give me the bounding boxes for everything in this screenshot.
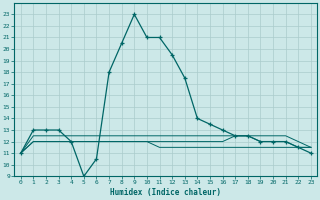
X-axis label: Humidex (Indice chaleur): Humidex (Indice chaleur) [110,188,221,197]
